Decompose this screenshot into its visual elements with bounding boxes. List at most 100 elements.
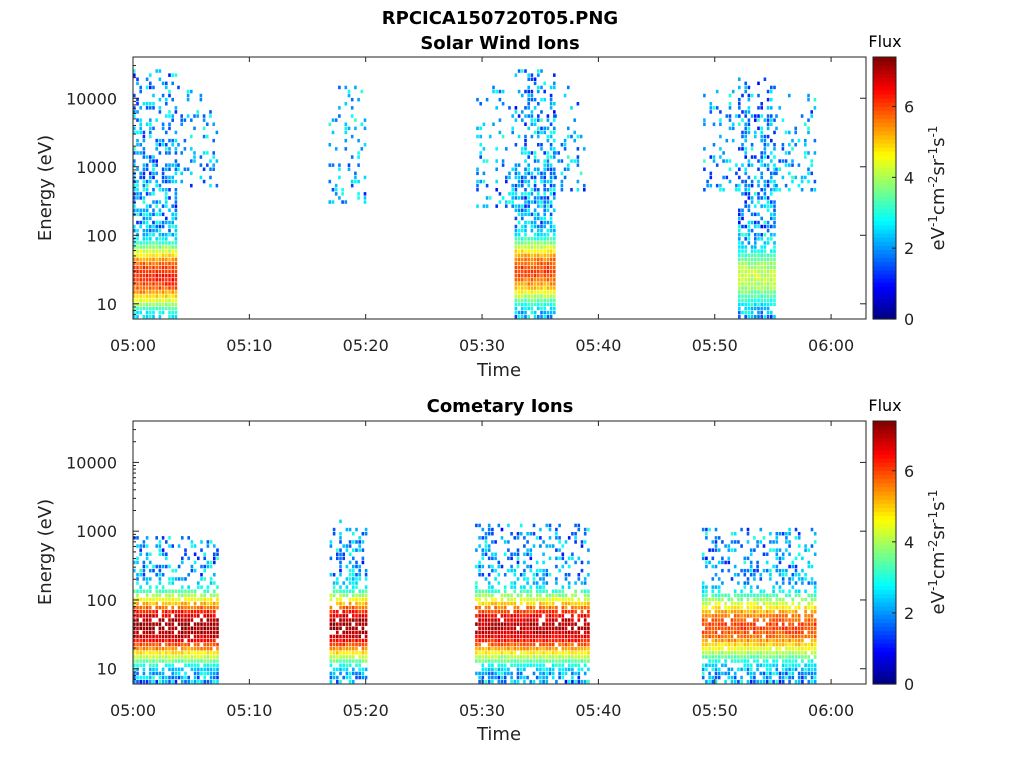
heatmap-cell	[491, 614, 494, 618]
heatmap-cell	[161, 548, 165, 552]
heatmap-cell	[733, 573, 737, 577]
heatmap-cell	[174, 679, 178, 684]
heatmap-cell	[760, 134, 763, 139]
heatmap-cell	[190, 589, 194, 593]
heatmap-cell	[553, 245, 556, 249]
heatmap-cell	[770, 302, 773, 307]
x-tick-label: 05:00	[110, 336, 156, 355]
heatmap-cell	[517, 171, 521, 176]
heatmap-cell	[580, 568, 584, 573]
heatmap-cell	[514, 314, 518, 319]
heatmap-cell	[527, 183, 530, 188]
heatmap-cell	[203, 655, 206, 659]
heatmap-cell	[209, 647, 213, 651]
heatmap-cell	[161, 237, 165, 241]
heatmap-cell	[177, 671, 181, 676]
heatmap-cell	[549, 163, 553, 167]
heatmap-cell	[797, 675, 801, 680]
heatmap-cell	[737, 655, 740, 659]
heatmap-cell	[133, 278, 136, 282]
heatmap-cell	[705, 651, 708, 655]
heatmap-cell	[174, 138, 178, 143]
heatmap-cell	[133, 671, 136, 676]
heatmap-cell	[574, 581, 577, 585]
heatmap-cell	[478, 568, 481, 573]
heatmap-cell	[769, 605, 772, 610]
heatmap-cell	[553, 81, 556, 86]
heatmap-cell	[539, 585, 542, 589]
heatmap-cell	[139, 245, 142, 249]
heatmap-cell	[510, 568, 513, 573]
heatmap-cell	[165, 175, 168, 180]
heatmap-cell	[746, 634, 750, 639]
heatmap-cell	[785, 647, 788, 651]
heatmap-cell	[730, 634, 734, 639]
plot-frame	[132, 420, 867, 685]
heatmap-cell	[747, 188, 751, 192]
heatmap-cell	[759, 647, 763, 651]
heatmap-cell	[200, 651, 203, 655]
heatmap-cell	[532, 523, 536, 528]
heatmap-cell	[165, 192, 168, 196]
heatmap-cell	[560, 183, 564, 188]
heatmap-cell	[577, 659, 581, 663]
heatmap-cell	[711, 556, 715, 561]
heatmap-cell	[773, 302, 776, 307]
heatmap-cell	[730, 548, 734, 552]
heatmap-cell	[526, 634, 529, 639]
colorbar-segment	[873, 560, 896, 566]
heatmap-cell	[542, 647, 545, 651]
heatmap-cell	[174, 306, 178, 311]
heatmap-cell	[561, 630, 565, 635]
heatmap-cell	[717, 642, 721, 647]
colorbar-segment	[873, 667, 896, 673]
heatmap-cell	[558, 651, 561, 655]
heatmap-cell	[737, 581, 740, 585]
heatmap-cell	[708, 548, 711, 552]
heatmap-cell	[738, 241, 741, 245]
heatmap-cell	[772, 630, 775, 635]
heatmap-cell	[193, 622, 197, 626]
colorbar-segment	[873, 573, 896, 578]
heatmap-cell	[757, 237, 760, 241]
heatmap-cell	[746, 593, 750, 598]
heatmap-cell	[553, 286, 556, 290]
heatmap-cell	[190, 659, 194, 663]
heatmap-cell	[503, 540, 507, 544]
heatmap-cell	[152, 274, 155, 278]
colorbar-segment	[873, 634, 896, 640]
heatmap-cell	[701, 589, 705, 593]
heatmap-cell	[561, 601, 565, 606]
heatmap-cell	[510, 642, 513, 647]
heatmap-cell	[507, 614, 510, 618]
heatmap-cell	[342, 667, 345, 672]
heatmap-cell	[190, 564, 194, 569]
heatmap-cell	[484, 659, 488, 663]
heatmap-cell	[762, 671, 766, 676]
heatmap-cell	[136, 278, 139, 282]
heatmap-cell	[519, 655, 523, 659]
heatmap-cell	[714, 601, 718, 606]
heatmap-cell	[190, 655, 194, 659]
heatmap-cell	[539, 638, 542, 643]
heatmap-cell	[481, 556, 485, 561]
heatmap-cell	[161, 175, 165, 180]
heatmap-cell	[516, 610, 520, 614]
heatmap-cell	[705, 532, 708, 536]
heatmap-cell	[336, 601, 339, 606]
heatmap-cell	[491, 589, 494, 593]
heatmap-cell	[759, 577, 763, 581]
heatmap-cell	[727, 614, 731, 618]
heatmap-cell	[491, 527, 494, 532]
heatmap-cell	[558, 675, 561, 680]
heatmap-cell	[804, 655, 807, 659]
heatmap-cell	[336, 667, 339, 672]
heatmap-cell	[781, 556, 785, 561]
heatmap-cell	[561, 671, 565, 676]
heatmap-cell	[785, 634, 788, 639]
heatmap-cell	[152, 261, 155, 266]
heatmap-cell	[546, 245, 550, 249]
colorbar-segment	[873, 642, 896, 648]
heatmap-cell	[152, 241, 155, 245]
heatmap-cell	[348, 634, 352, 639]
